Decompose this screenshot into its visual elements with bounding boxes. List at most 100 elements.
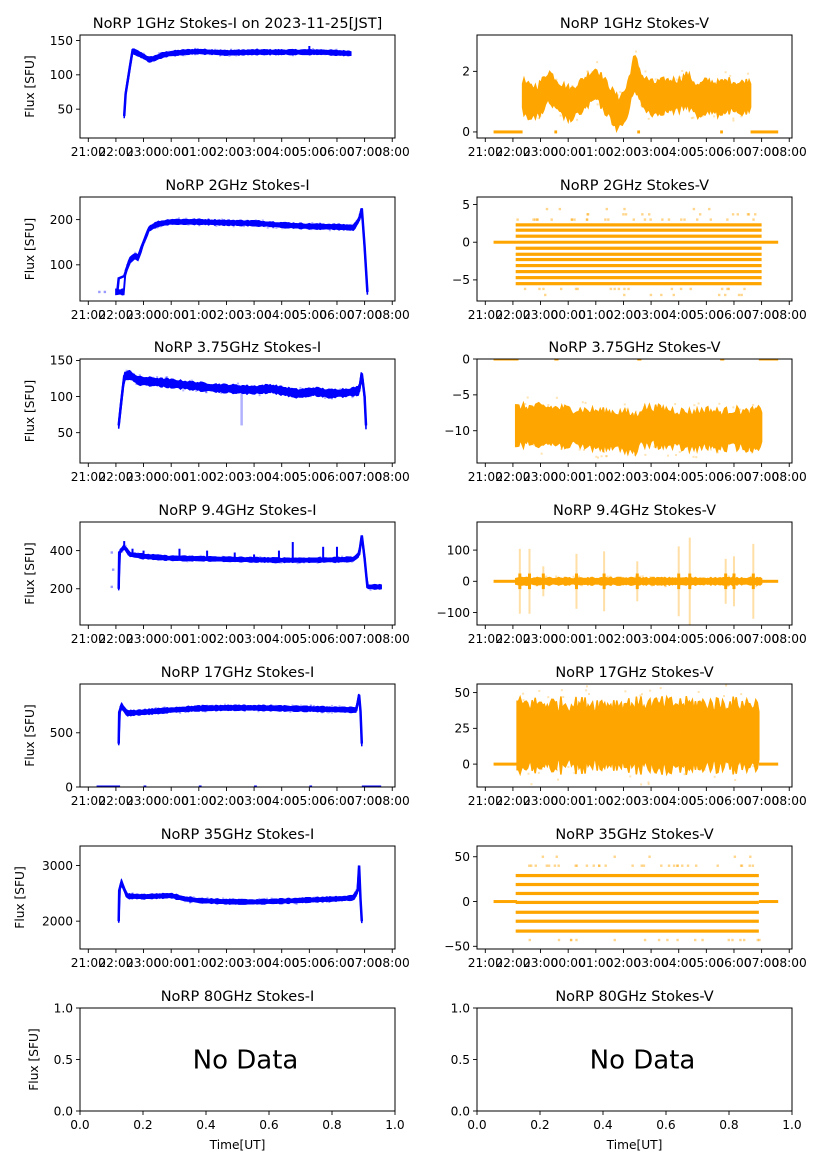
data-point: [211, 557, 214, 560]
data-line: [117, 694, 364, 744]
x-tick-label: 08:00: [375, 632, 410, 646]
data-point: [151, 225, 154, 228]
x-tick-label: 0.4: [196, 1118, 216, 1132]
series-stokes-i: [122, 45, 352, 119]
y-tick-label: −50: [444, 940, 470, 954]
data-point: [581, 584, 584, 587]
data-point: [235, 220, 238, 223]
x-tick-label: 05:00: [292, 308, 327, 322]
data-point: [647, 117, 650, 120]
data-point: [327, 707, 330, 710]
chart-title: NoRP 9.4GHz Stokes-I: [158, 503, 316, 519]
y-tick-label: −5: [452, 388, 470, 402]
data-point: [335, 48, 338, 51]
y-tick-label: 500: [50, 726, 73, 740]
data-point: [619, 91, 622, 94]
data-point: [590, 445, 593, 448]
x-tick-label: 23:00: [126, 632, 161, 646]
data-point: [691, 431, 694, 434]
data-point: [538, 84, 541, 87]
data-point: [261, 557, 264, 560]
data-point: [146, 896, 149, 899]
data-point: [559, 114, 562, 117]
data-point: [649, 293, 653, 297]
data-point: [717, 293, 721, 297]
x-tick-label: 00:00: [551, 632, 586, 646]
data-point: [309, 49, 312, 52]
data-point: [323, 52, 326, 55]
flat-segment: [493, 900, 518, 904]
x-tick-label: 23:00: [523, 145, 558, 159]
data-point: [225, 390, 228, 393]
data-point: [578, 448, 581, 451]
data-point: [337, 389, 340, 392]
data-point: [186, 559, 189, 562]
data-point: [359, 903, 362, 906]
x-tick-label: 08:00: [772, 794, 807, 808]
data-point: [609, 287, 613, 291]
data-point: [118, 711, 121, 714]
data-point: [669, 429, 672, 432]
data-point: [251, 561, 254, 564]
data-point: [140, 555, 143, 558]
data-point: [629, 758, 632, 761]
data-point: [338, 51, 341, 54]
data-point: [226, 388, 229, 391]
data-point: [516, 577, 519, 580]
data-point: [161, 710, 164, 713]
data-point: [732, 406, 735, 409]
flat-segment: [758, 762, 779, 766]
x-tick-label: 22:00: [98, 632, 133, 646]
axes-frame: [476, 683, 793, 788]
data-point: [272, 705, 275, 708]
x-tick-label: 06:00: [319, 794, 354, 808]
data-point: [648, 855, 651, 858]
x-tick-label: 04:00: [661, 632, 696, 646]
data-point: [235, 51, 238, 54]
data-point: [327, 711, 330, 714]
data-point: [134, 893, 137, 896]
data-point: [258, 898, 261, 901]
data-point: [339, 50, 342, 53]
x-tick-label: 08:00: [772, 632, 807, 646]
data-point: [586, 763, 589, 766]
subplot-2ghz-v: NoRP 2GHz Stokes-V −5 0 5 21:0022:0023:0000:…: [452, 178, 807, 322]
data-point: [340, 706, 343, 709]
data-point: [747, 72, 750, 75]
data-point: [537, 750, 540, 753]
data-point: [350, 707, 353, 710]
data-point: [121, 386, 124, 389]
data-point: [285, 557, 288, 560]
flat-segment: [554, 130, 558, 134]
y-tick-label: 50: [454, 850, 470, 864]
data-point: [584, 414, 587, 417]
data-point: [281, 902, 284, 905]
data-point: [222, 50, 225, 53]
data-point: [338, 705, 341, 708]
y-axis-label: Flux [SFU]: [23, 380, 37, 442]
x-tick-label: 01:00: [181, 956, 216, 970]
data-point: [271, 901, 274, 904]
y-tick-label: 25: [454, 722, 470, 736]
plot-area: [493, 207, 779, 297]
subplot-3.75ghz-i: NoRP 3.75GHz Stokes-I 50 100 150 21:0022:002…: [23, 340, 410, 484]
data-point: [203, 49, 206, 52]
data-point: [555, 575, 558, 578]
data-point: [300, 51, 303, 54]
data-point: [152, 556, 155, 559]
data-point: [187, 223, 190, 226]
data-point: [318, 709, 321, 712]
data-point: [130, 56, 133, 59]
data-point: [327, 225, 330, 228]
data-point: [742, 579, 745, 582]
data-point: [756, 580, 759, 583]
data-point: [244, 902, 247, 905]
x-tick-label: 0.2: [530, 1118, 549, 1132]
data-point: [226, 704, 229, 707]
data-point: [657, 100, 660, 103]
data-point: [303, 706, 306, 709]
flat-segment: [758, 359, 779, 361]
data-point: [546, 81, 549, 84]
data-point: [284, 223, 287, 226]
data-point: [274, 562, 277, 565]
